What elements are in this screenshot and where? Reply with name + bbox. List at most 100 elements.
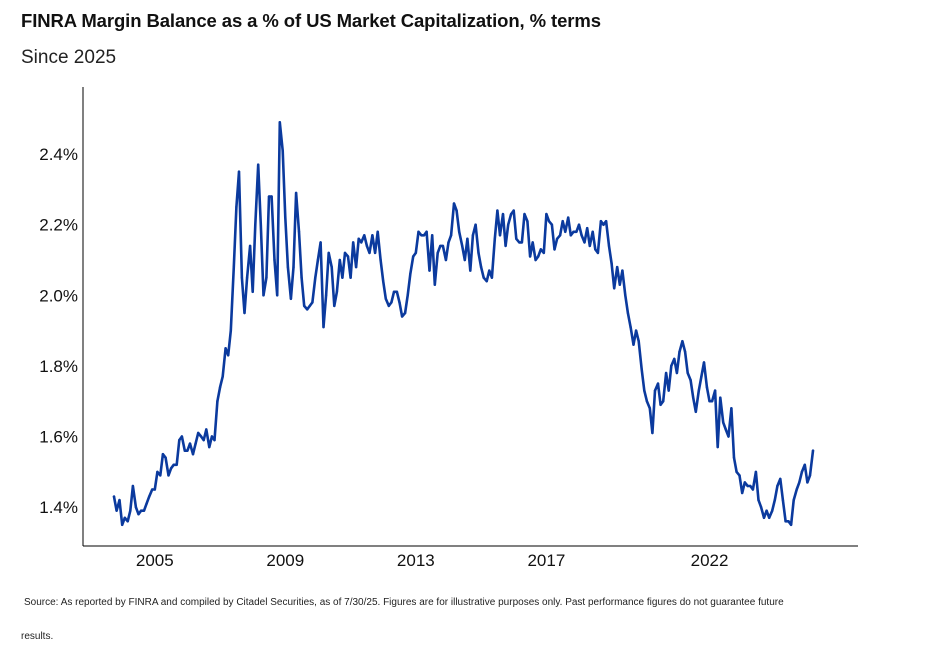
y-tick-label: 1.4% — [39, 498, 78, 517]
data-point — [575, 230, 578, 233]
data-point — [186, 449, 189, 452]
data-point — [616, 265, 619, 269]
data-point — [743, 481, 746, 484]
chart-title: FINRA Margin Balance as a % of US Market… — [21, 10, 601, 31]
data-point — [808, 474, 812, 477]
data-point — [368, 251, 371, 255]
data-point — [330, 265, 333, 269]
data-point — [281, 149, 284, 152]
data-point — [624, 294, 627, 297]
data-point — [509, 212, 513, 216]
data-point — [354, 265, 358, 269]
data-point — [798, 481, 801, 484]
y-tick-label: 2.0% — [39, 286, 78, 305]
data-point — [169, 467, 173, 470]
data-point — [490, 276, 494, 279]
data-point — [197, 431, 200, 435]
data-point — [431, 234, 434, 237]
data-point — [466, 237, 469, 240]
data-point — [531, 241, 534, 244]
data-point — [792, 498, 795, 502]
data-point — [724, 428, 727, 431]
data-point — [765, 509, 768, 512]
source-note-line-2: results. — [21, 631, 54, 642]
data-point — [183, 449, 186, 452]
data-point — [787, 520, 790, 523]
data-point — [670, 364, 673, 368]
data-point — [580, 234, 583, 237]
data-point — [205, 428, 208, 431]
data-point — [471, 234, 475, 237]
data-point — [452, 202, 456, 205]
data-point — [420, 234, 423, 237]
data-point — [161, 453, 165, 456]
data-point — [123, 516, 127, 519]
data-point — [341, 276, 344, 279]
data-point — [607, 244, 611, 248]
data-point — [240, 276, 244, 279]
data-point — [134, 506, 138, 509]
data-point — [373, 251, 377, 255]
data-point — [488, 269, 491, 272]
data-point — [604, 220, 608, 223]
data-point — [137, 513, 140, 516]
data-point — [156, 470, 159, 474]
data-point — [547, 220, 551, 223]
data-point — [681, 340, 684, 343]
data-point — [664, 371, 668, 375]
data-point — [567, 216, 570, 219]
data-point — [267, 195, 271, 198]
data-point — [251, 290, 254, 293]
data-point — [425, 230, 428, 233]
data-point — [528, 255, 532, 258]
data-point — [259, 223, 262, 226]
data-point — [129, 509, 132, 512]
data-point — [245, 276, 249, 279]
data-point — [357, 237, 360, 240]
data-point — [447, 241, 450, 244]
data-point — [708, 400, 711, 403]
data-point — [498, 234, 502, 237]
data-point — [306, 308, 309, 311]
data-point — [779, 477, 782, 481]
data-point — [384, 297, 387, 300]
data-point — [412, 255, 415, 258]
data-point — [343, 251, 347, 255]
data-point — [754, 470, 758, 474]
source-note: Source: As reported by FINRA and compile… — [21, 586, 924, 654]
data-point — [803, 463, 806, 466]
data-point — [300, 276, 303, 279]
data-point — [515, 237, 518, 240]
data-point — [327, 251, 330, 255]
data-point — [586, 227, 589, 230]
data-point — [403, 311, 407, 315]
data-point — [588, 244, 591, 248]
data-point — [311, 301, 314, 304]
data-point — [762, 516, 766, 519]
data-point — [414, 251, 417, 255]
data-point — [686, 371, 689, 375]
data-point — [493, 237, 496, 240]
data-point — [191, 453, 195, 456]
data-point — [474, 223, 477, 226]
data-point — [550, 223, 554, 226]
data-point — [349, 276, 352, 279]
data-point — [662, 400, 665, 403]
data-point — [800, 470, 804, 474]
data-point — [270, 195, 273, 198]
data-point — [229, 329, 232, 332]
data-point — [352, 241, 355, 244]
data-point — [659, 403, 662, 406]
data-point — [365, 244, 369, 248]
data-point — [194, 442, 197, 445]
data-points — [112, 121, 815, 526]
data-point — [316, 258, 320, 262]
data-point — [675, 371, 679, 375]
data-point — [523, 212, 526, 216]
data-point — [542, 251, 545, 255]
data-point — [722, 421, 725, 424]
data-point — [210, 435, 214, 438]
x-tick-label: 2005 — [136, 551, 174, 570]
data-point — [610, 262, 613, 265]
data-point — [188, 442, 192, 445]
